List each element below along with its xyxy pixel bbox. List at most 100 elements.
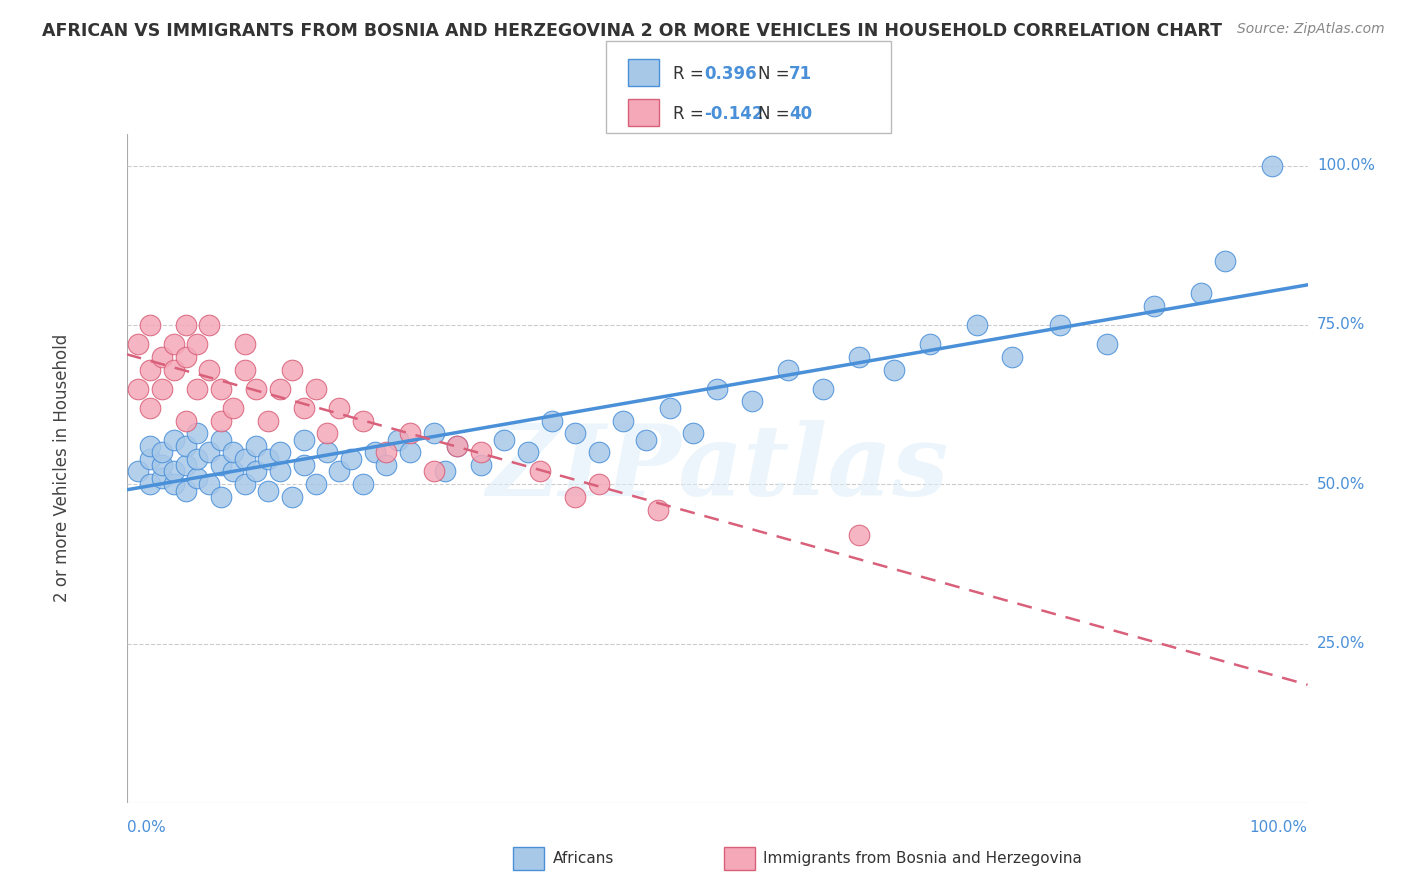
Point [776,362,799,376]
Point [1213,254,1236,268]
Point [966,318,988,332]
Point [612,413,634,427]
Point [139,362,162,376]
Point [139,318,162,332]
Point [529,465,551,479]
Point [127,337,149,351]
Point [209,382,232,396]
Point [706,382,728,396]
Point [422,426,444,441]
Point [222,401,245,415]
Point [399,426,422,441]
Point [1095,337,1118,351]
Point [233,477,256,491]
Text: 2 or more Vehicles in Household: 2 or more Vehicles in Household [52,334,70,602]
Point [245,465,267,479]
Point [174,439,197,453]
Point [588,445,610,459]
Point [316,445,339,459]
Point [163,362,186,376]
Point [257,413,280,427]
Point [281,490,304,504]
Point [245,382,267,396]
Point [150,445,173,459]
Point [186,426,208,441]
Point [269,382,291,396]
Point [209,433,232,447]
Point [186,337,208,351]
Point [883,362,905,376]
Text: Africans: Africans [553,851,614,865]
Point [588,477,610,491]
Point [186,451,208,466]
Text: AFRICAN VS IMMIGRANTS FROM BOSNIA AND HERZEGOVINA 2 OR MORE VEHICLES IN HOUSEHOL: AFRICAN VS IMMIGRANTS FROM BOSNIA AND HE… [42,22,1222,40]
Point [564,426,586,441]
Point [918,337,941,351]
Point [281,362,304,376]
Text: 0.0%: 0.0% [127,820,166,835]
Point [387,433,409,447]
Point [434,465,457,479]
Point [328,401,350,415]
Point [209,458,232,472]
Point [304,382,326,396]
Point [257,483,280,498]
Point [127,465,149,479]
Point [139,451,162,466]
Point [292,401,315,415]
Text: 75.0%: 75.0% [1317,318,1365,333]
Point [375,458,398,472]
Point [209,413,232,427]
Point [174,350,197,364]
Point [150,350,173,364]
Point [422,465,444,479]
Point [352,413,374,427]
Text: 100.0%: 100.0% [1250,820,1308,835]
Point [564,490,586,504]
Point [848,350,870,364]
Point [636,433,658,447]
Point [186,382,208,396]
Point [304,477,326,491]
Text: Immigrants from Bosnia and Herzegovina: Immigrants from Bosnia and Herzegovina [763,851,1083,865]
Point [174,318,197,332]
Point [446,439,468,453]
Point [1189,286,1212,301]
Text: 100.0%: 100.0% [1317,158,1375,173]
Point [363,445,385,459]
Point [352,477,374,491]
Point [517,445,540,459]
Text: 0.396: 0.396 [704,65,756,83]
Point [494,433,516,447]
Point [222,465,245,479]
Point [328,465,350,479]
Text: N =: N = [758,105,794,123]
Point [150,382,173,396]
Point [174,413,197,427]
Text: 25.0%: 25.0% [1317,636,1365,651]
Text: 40: 40 [789,105,811,123]
Point [813,382,835,396]
Point [245,439,267,453]
Point [540,413,562,427]
Point [1049,318,1071,332]
Point [186,471,208,485]
Point [163,477,186,491]
Point [233,337,256,351]
Point [163,337,186,351]
Point [174,483,197,498]
Point [658,401,681,415]
Point [1261,159,1284,173]
Point [198,445,221,459]
Point [209,490,232,504]
Text: -0.142: -0.142 [704,105,763,123]
Point [198,362,221,376]
Point [292,458,315,472]
Text: N =: N = [758,65,794,83]
Point [316,426,339,441]
Point [340,451,363,466]
Point [647,502,669,516]
Text: 50.0%: 50.0% [1317,476,1365,491]
Point [292,433,315,447]
Point [257,451,280,466]
